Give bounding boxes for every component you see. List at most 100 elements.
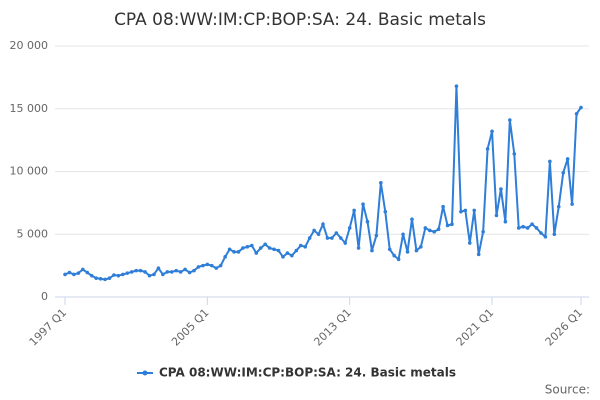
point (499, 187, 503, 191)
point (525, 226, 530, 230)
point (423, 226, 428, 230)
point (432, 229, 437, 234)
point (379, 180, 383, 185)
x-tick-label: 2013 Q1 (311, 306, 354, 349)
point (236, 250, 241, 254)
point (570, 202, 574, 206)
point (121, 272, 125, 277)
point (89, 273, 94, 278)
point (125, 271, 130, 275)
point (343, 241, 348, 245)
point (143, 270, 147, 274)
point (561, 170, 566, 175)
point (508, 118, 512, 122)
point (267, 246, 272, 250)
legend-marker (142, 370, 148, 376)
point (410, 217, 414, 221)
point (396, 257, 401, 262)
point (138, 268, 143, 273)
point (476, 252, 481, 257)
point (307, 236, 312, 240)
point (436, 227, 441, 232)
point (312, 228, 316, 233)
point (334, 231, 339, 235)
point (169, 270, 174, 274)
y-tick-label: 15 000 (10, 102, 49, 115)
point (223, 255, 227, 259)
point (516, 226, 521, 230)
point (129, 270, 134, 274)
point (303, 245, 308, 249)
point (352, 208, 356, 213)
point (232, 250, 236, 254)
point (445, 223, 450, 228)
point (250, 243, 254, 248)
point (201, 263, 205, 268)
point (112, 273, 116, 277)
point (579, 105, 583, 110)
point (218, 263, 223, 268)
point (387, 247, 392, 252)
point (370, 248, 374, 253)
point (107, 276, 112, 280)
point (298, 243, 303, 248)
point (290, 253, 294, 258)
y-tick-label: 20 000 (10, 39, 49, 52)
point (178, 270, 183, 274)
point (63, 272, 67, 277)
x-tick-label: 2021 Q1 (454, 306, 497, 349)
point (414, 248, 419, 253)
point (80, 267, 85, 272)
point (463, 208, 468, 213)
y-tick-label: 10 000 (10, 165, 49, 178)
point (565, 157, 570, 161)
point (338, 236, 343, 240)
point (67, 270, 72, 275)
point (521, 224, 525, 229)
point (459, 209, 463, 214)
point (321, 222, 325, 227)
point (94, 276, 98, 280)
point (98, 277, 103, 281)
y-tick-label: 5 000 (17, 227, 49, 240)
point (490, 129, 494, 134)
point (539, 231, 543, 235)
point (241, 246, 245, 250)
point (161, 272, 165, 277)
point (467, 241, 472, 245)
point (214, 266, 219, 270)
point (330, 236, 334, 240)
point (316, 232, 321, 237)
point (361, 202, 365, 206)
point (174, 268, 179, 273)
point (383, 209, 388, 214)
point (574, 111, 579, 116)
point (276, 248, 281, 253)
point (165, 270, 170, 274)
point (116, 273, 121, 278)
x-tick-label: 1997 Q1 (27, 306, 70, 349)
point (552, 232, 557, 237)
point (356, 246, 361, 250)
point (192, 268, 196, 273)
point (72, 272, 76, 277)
x-tick-label: 2026 Q1 (543, 306, 586, 349)
point (401, 232, 405, 237)
point (205, 262, 210, 267)
point (272, 247, 276, 252)
point (156, 266, 161, 270)
point (285, 251, 290, 255)
point (183, 267, 187, 272)
point (254, 251, 259, 255)
point (503, 219, 508, 224)
point (134, 268, 138, 273)
point (76, 271, 81, 275)
point (325, 236, 330, 240)
point (512, 152, 517, 156)
x-tick-label: 2005 Q1 (169, 306, 212, 349)
point (294, 248, 299, 253)
point (258, 246, 263, 250)
point (494, 213, 499, 218)
point (263, 242, 267, 247)
point (485, 147, 490, 151)
